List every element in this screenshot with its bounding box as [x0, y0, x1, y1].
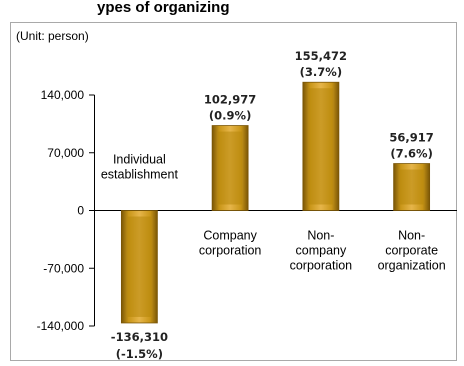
category-label-line: corporation: [199, 244, 262, 258]
category-label-line: company: [296, 244, 347, 258]
category-label-line: corporation: [290, 259, 353, 273]
category-label: Non-corporate organization: [378, 229, 446, 273]
category-label: Individual establishment: [101, 153, 179, 182]
bars: [120, 81, 431, 324]
category-label-line: Individual: [113, 153, 166, 167]
unit-label: (Unit: person): [16, 29, 89, 43]
category-label-line: establishment: [101, 168, 179, 182]
category-label-line: Company: [203, 229, 257, 243]
bar-face: [127, 216, 152, 317]
category-label: Non-company corporation: [290, 229, 353, 273]
category-label-line: corporate: [385, 244, 438, 258]
y-tick-label: -140,000: [37, 319, 85, 333]
data-labels: -136,310 (-1.5%) 102,977 (0.9%) 155,472 (3.7%…: [111, 49, 434, 361]
bar-face: [308, 88, 333, 205]
chart-title-fragment: ypes of organizing: [97, 0, 230, 16]
chart-frame: [10, 22, 457, 361]
value-label: 102,977: [204, 93, 256, 107]
y-ticks: 140,000 70,000 0 -70,000 -140,000: [37, 88, 95, 333]
bar-face: [218, 131, 243, 205]
y-tick-label: 0: [77, 204, 84, 218]
percent-label: (-1.5%): [116, 347, 163, 361]
category-label-line: organization: [378, 259, 446, 273]
category-label: Company corporation: [199, 229, 262, 258]
value-label: 155,472: [295, 49, 347, 63]
y-tick-label: -70,000: [43, 261, 84, 275]
percent-label: (7.6%): [390, 147, 432, 161]
bar-face: [399, 169, 424, 205]
value-label: -136,310: [111, 330, 168, 344]
percent-label: (3.7%): [300, 65, 342, 79]
y-tick-label: 140,000: [41, 88, 85, 102]
value-label: 56,917: [389, 131, 433, 145]
category-label-line: Non-: [398, 229, 425, 243]
y-tick-label: 70,000: [47, 146, 84, 160]
category-label-line: Non-: [307, 229, 334, 243]
percent-label: (0.9%): [209, 109, 251, 123]
